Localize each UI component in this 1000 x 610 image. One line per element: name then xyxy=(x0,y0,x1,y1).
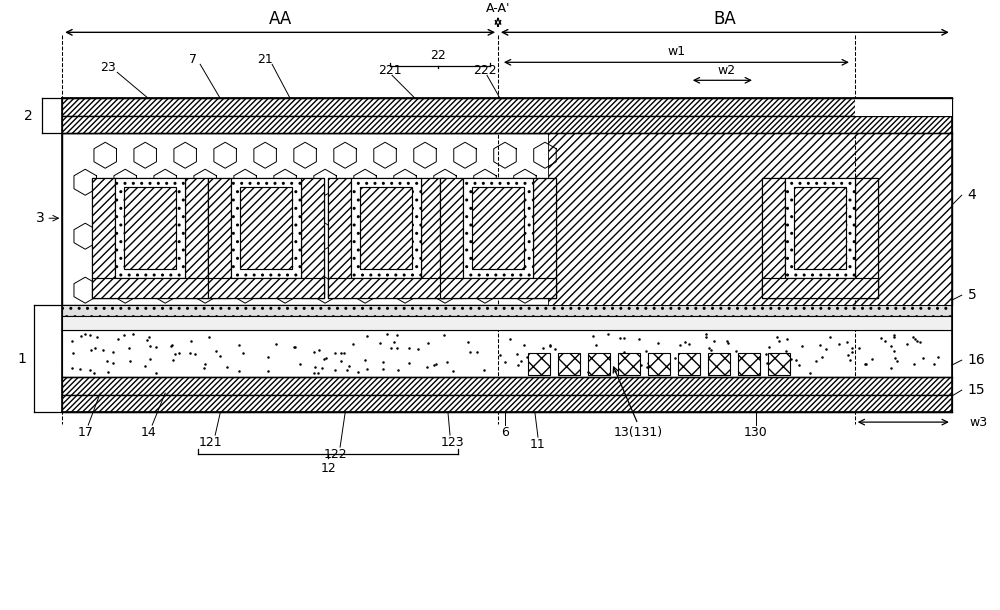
Text: 121: 121 xyxy=(198,436,222,448)
Text: 1: 1 xyxy=(17,351,26,365)
Bar xyxy=(92,278,208,298)
Text: 122: 122 xyxy=(323,448,347,461)
Text: 15: 15 xyxy=(968,383,985,397)
Text: w2: w2 xyxy=(717,64,735,77)
Bar xyxy=(533,178,556,298)
Text: 23: 23 xyxy=(100,61,116,74)
Bar xyxy=(124,187,176,269)
Bar xyxy=(768,353,790,375)
Bar xyxy=(62,316,952,330)
Bar xyxy=(558,353,580,375)
Bar xyxy=(785,178,855,278)
Bar xyxy=(855,178,878,298)
Bar xyxy=(328,178,444,298)
Bar xyxy=(762,178,878,298)
Text: 21: 21 xyxy=(257,53,273,66)
Text: 22: 22 xyxy=(430,49,446,62)
Bar xyxy=(472,187,524,269)
Bar xyxy=(618,353,640,375)
Text: A-A': A-A' xyxy=(486,2,510,15)
Bar xyxy=(92,178,208,298)
Text: 17: 17 xyxy=(77,426,93,439)
Bar xyxy=(62,330,952,377)
Text: 14: 14 xyxy=(140,426,156,439)
Bar xyxy=(208,178,231,298)
Bar xyxy=(62,98,952,117)
Text: 7: 7 xyxy=(189,53,197,66)
Bar xyxy=(115,178,185,278)
Bar xyxy=(328,278,444,298)
Bar xyxy=(678,353,700,375)
Text: 221: 221 xyxy=(378,64,402,77)
Text: 222: 222 xyxy=(473,64,497,77)
Bar xyxy=(548,133,952,305)
Text: 130: 130 xyxy=(744,426,768,439)
Bar xyxy=(762,278,878,298)
Bar xyxy=(62,117,952,133)
Bar xyxy=(588,353,610,375)
Bar xyxy=(92,178,115,298)
Bar xyxy=(708,353,730,375)
Text: 16: 16 xyxy=(968,353,985,367)
Bar xyxy=(185,178,208,298)
Text: 12: 12 xyxy=(320,462,336,475)
Text: 13(131): 13(131) xyxy=(613,426,662,439)
Bar xyxy=(208,278,324,298)
Bar xyxy=(762,178,785,298)
Bar xyxy=(240,187,292,269)
Bar xyxy=(301,178,324,298)
Bar xyxy=(421,178,444,298)
Text: 123: 123 xyxy=(440,436,464,448)
Bar xyxy=(231,178,301,278)
Bar xyxy=(440,278,556,298)
Bar xyxy=(463,178,533,278)
Text: 5: 5 xyxy=(968,288,976,302)
Bar xyxy=(62,133,952,305)
Bar xyxy=(62,377,952,395)
Text: w3: w3 xyxy=(970,415,988,429)
Bar xyxy=(440,178,463,298)
Text: w1: w1 xyxy=(667,45,685,58)
Text: AA: AA xyxy=(268,10,292,28)
Text: BA: BA xyxy=(713,10,736,28)
Bar xyxy=(528,353,550,375)
Bar xyxy=(208,178,324,298)
Bar xyxy=(794,187,846,269)
Bar xyxy=(62,395,952,412)
Bar xyxy=(738,353,760,375)
Bar xyxy=(855,98,952,117)
Bar xyxy=(440,178,556,298)
Bar xyxy=(328,178,351,298)
Bar xyxy=(62,305,952,316)
Text: 11: 11 xyxy=(530,437,546,451)
Bar xyxy=(351,178,421,278)
Bar xyxy=(360,187,412,269)
Text: 4: 4 xyxy=(968,188,976,203)
Text: 2: 2 xyxy=(24,109,32,123)
Bar xyxy=(648,353,670,375)
Text: 3: 3 xyxy=(36,211,44,225)
Text: 6: 6 xyxy=(501,426,509,439)
